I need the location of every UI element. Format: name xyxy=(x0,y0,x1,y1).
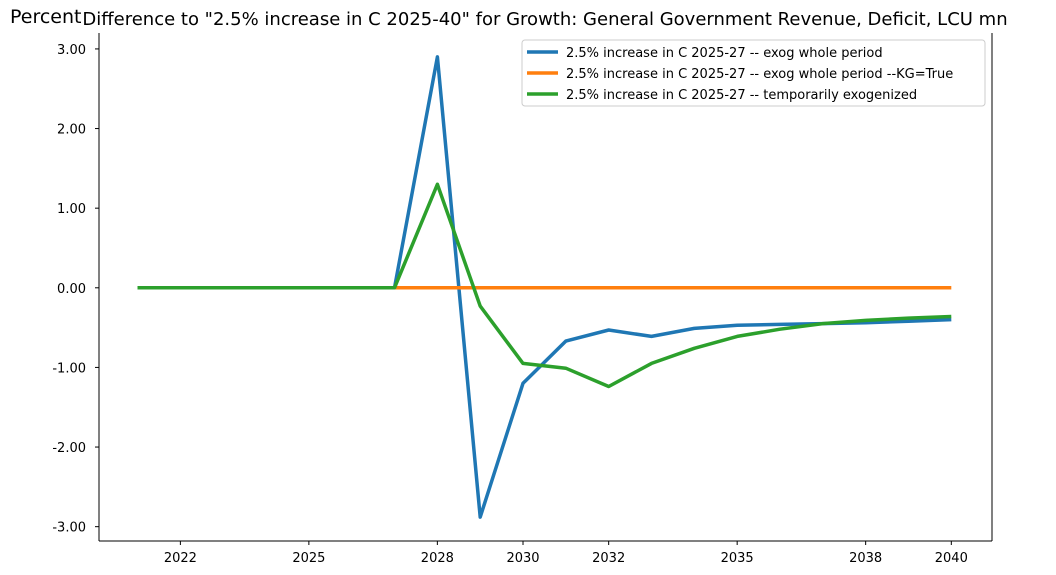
y-tick-label: 2.00 xyxy=(57,123,86,138)
series-line-3 xyxy=(137,182,952,389)
y-tick-label: 1.00 xyxy=(57,202,86,217)
y-tick-label: 0.00 xyxy=(57,282,86,297)
x-tick-label: 2038 xyxy=(849,551,882,566)
x-tick-label: 2025 xyxy=(292,551,325,566)
legend-box xyxy=(521,39,986,107)
legend-label-2: 2.5% increase in C 2025-27 -- exog whole… xyxy=(566,67,953,82)
y-tick-label: -1.00 xyxy=(52,361,86,376)
y-tick-label: -3.00 xyxy=(52,521,86,536)
y-tick-label: 3.00 xyxy=(57,43,86,58)
x-tick-label: 2028 xyxy=(421,551,454,566)
x-tick-label: 2030 xyxy=(506,551,539,566)
legend-label-1: 2.5% increase in C 2025-27 -- exog whole… xyxy=(566,46,883,61)
legend-label-3: 2.5% increase in C 2025-27 -- temporaril… xyxy=(566,88,917,103)
axes: 3.00 2.00 1.00 0.00 -1.00 -2.00 -3.00 2022 2025 2… xyxy=(52,33,993,566)
series-group xyxy=(137,55,952,519)
y-tick-label: -2.00 xyxy=(52,441,86,456)
x-tick-label: 2040 xyxy=(935,551,968,566)
x-tick-label: 2032 xyxy=(592,551,625,566)
chart-title: Difference to "2.5% increase in C 2025-4… xyxy=(82,9,1007,30)
x-tick-label: 2035 xyxy=(721,551,754,566)
x-tick-label: 2022 xyxy=(164,551,197,566)
y-axis-label: Percent xyxy=(10,6,82,28)
legend: 2.5% increase in C 2025-27 -- exog whole… xyxy=(521,39,986,107)
